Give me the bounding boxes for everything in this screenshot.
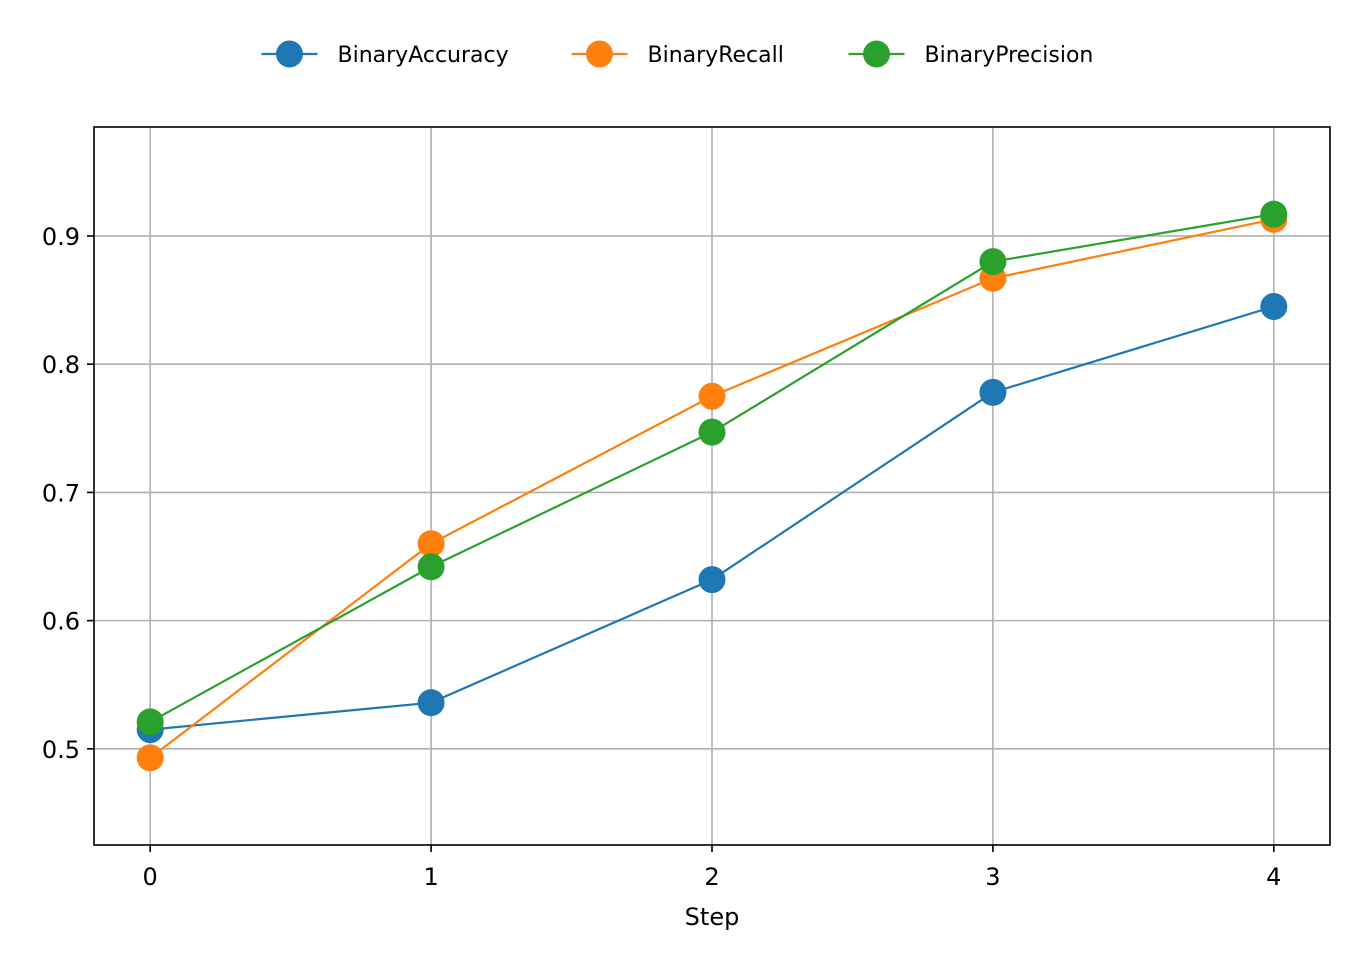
data-point-BinaryPrecision [417, 553, 445, 581]
series-layer [136, 200, 1288, 772]
data-point-BinaryPrecision [698, 418, 726, 446]
legend-marker [586, 40, 613, 68]
x-tick-label: 2 [704, 863, 719, 891]
y-tick-label: 0.7 [42, 479, 80, 507]
legend: BinaryAccuracy BinaryRecall BinaryPrecisio… [261, 40, 1094, 68]
legend-item-BinaryAccuracy: BinaryAccuracy [261, 40, 509, 68]
legend-label: BinaryPrecision [925, 43, 1094, 68]
data-point-BinaryAccuracy [979, 378, 1007, 406]
legend-label: BinaryRecall [648, 43, 784, 68]
x-tick-label: 0 [143, 863, 158, 891]
data-point-BinaryAccuracy [417, 689, 445, 717]
x-axis-label: Step [685, 903, 740, 931]
data-point-BinaryRecall [136, 744, 164, 772]
data-point-BinaryRecall [417, 530, 445, 558]
data-point-BinaryPrecision [136, 708, 164, 736]
grid [94, 127, 1330, 845]
y-tick-label: 0.6 [42, 608, 80, 636]
data-point-BinaryAccuracy [1260, 293, 1288, 320]
axis-ticks: 0 1 2 3 4 0.5 0.6 0.7 0.8 0.9 [42, 223, 1282, 891]
data-point-BinaryAccuracy [698, 566, 726, 594]
legend-item-BinaryRecall: BinaryRecall [571, 40, 784, 68]
legend-item-BinaryPrecision: BinaryPrecision [848, 40, 1094, 68]
data-point-BinaryPrecision [1260, 200, 1288, 228]
x-tick-label: 1 [423, 863, 438, 891]
legend-label: BinaryAccuracy [338, 43, 509, 68]
data-point-BinaryPrecision [979, 248, 1007, 276]
legend-marker [276, 40, 303, 68]
y-tick-label: 0.5 [42, 736, 80, 764]
x-tick-label: 4 [1266, 863, 1281, 891]
x-tick-label: 3 [985, 863, 1000, 891]
legend-marker [863, 40, 890, 68]
data-point-BinaryRecall [698, 382, 726, 410]
y-tick-label: 0.8 [42, 351, 80, 379]
y-tick-label: 0.9 [42, 223, 80, 251]
